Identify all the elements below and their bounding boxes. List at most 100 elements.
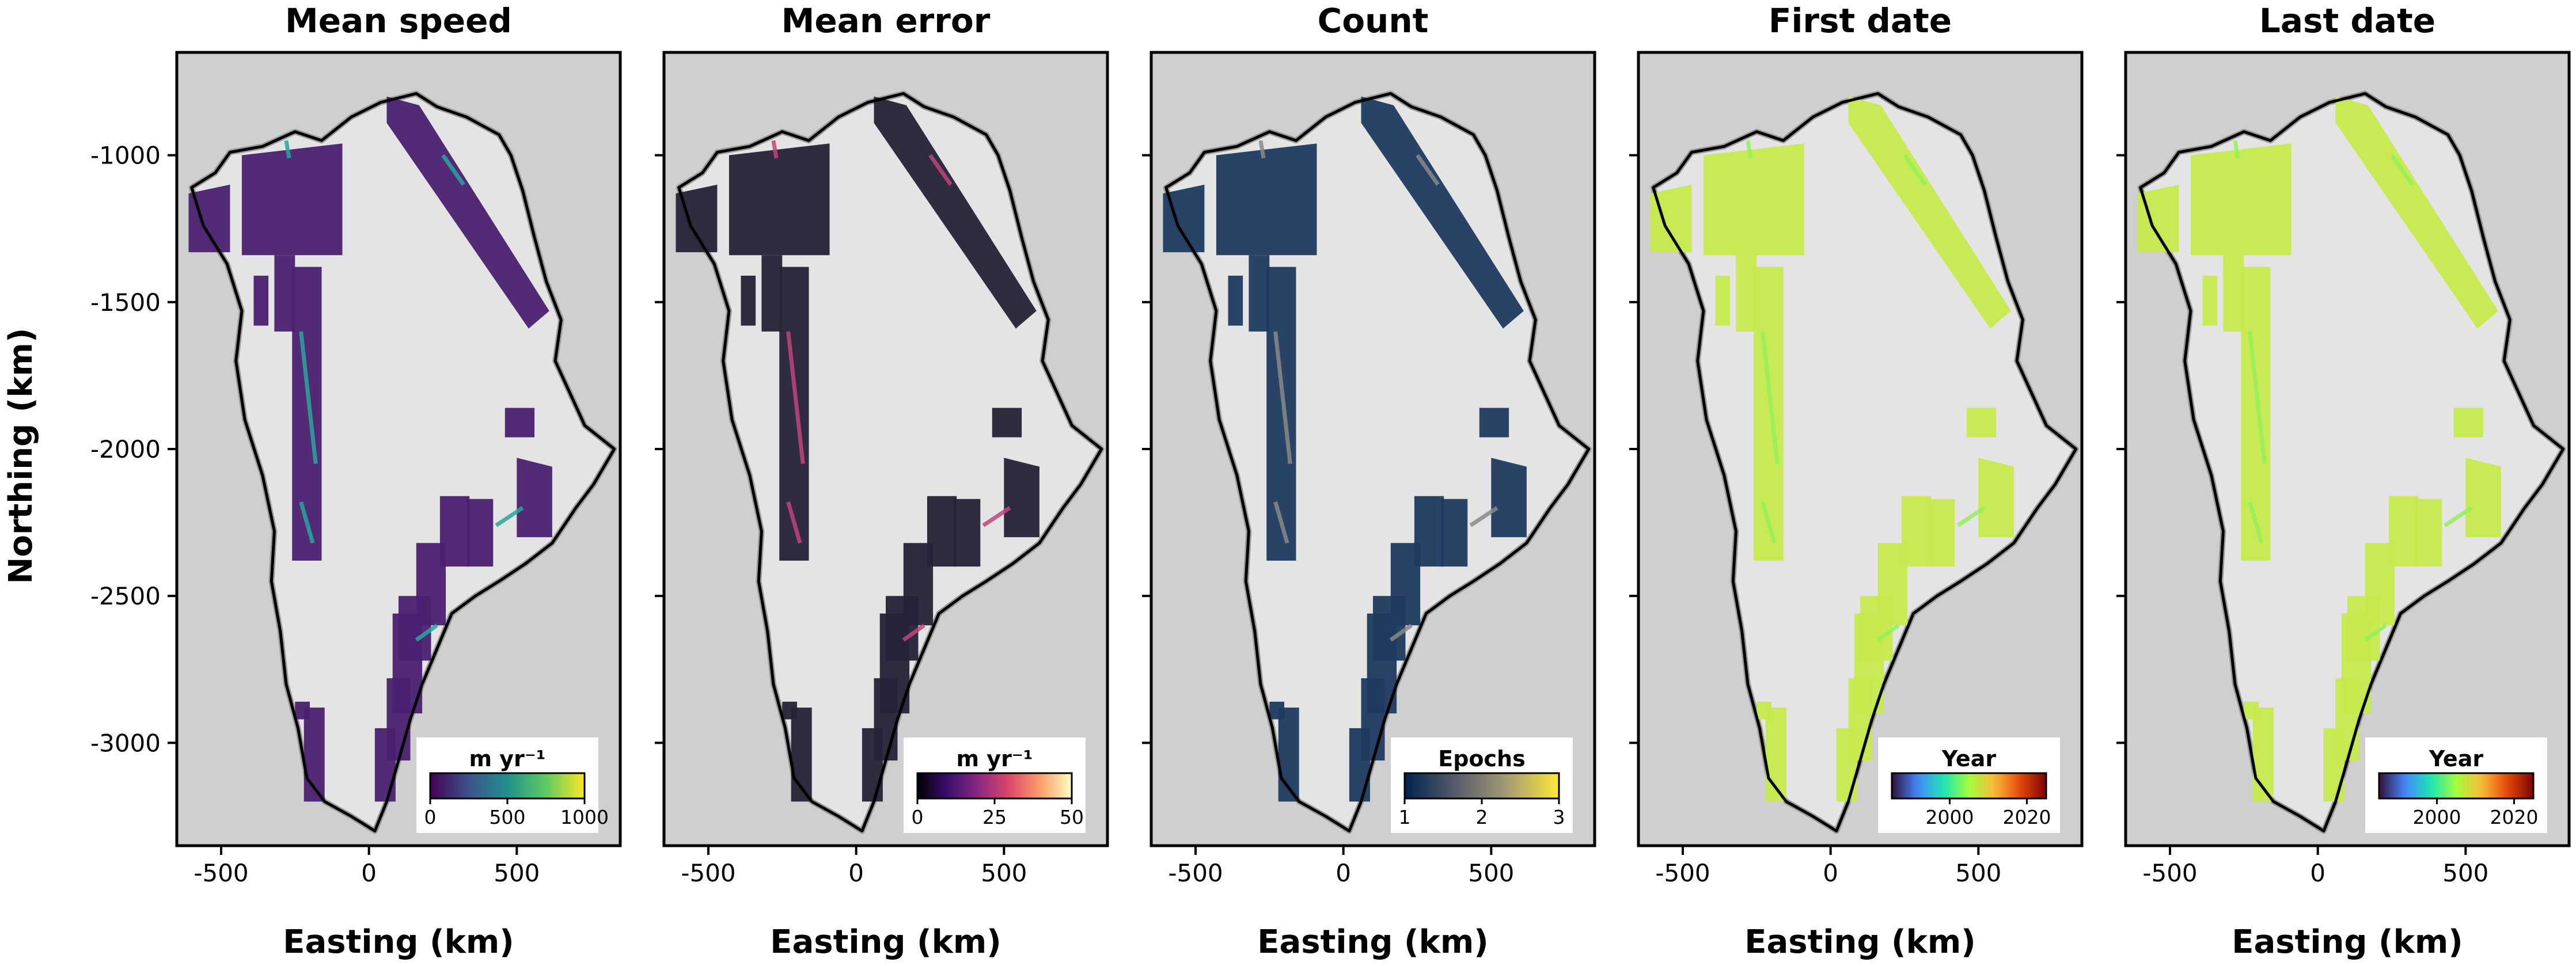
- x-axis-label: Easting (km): [2232, 923, 2463, 961]
- x-axis-label: Easting (km): [283, 923, 514, 961]
- data-streak: [2248, 501, 2264, 544]
- data-swath: [1414, 496, 1444, 567]
- data-swath: [1848, 96, 2011, 329]
- colorbar-bar: [2378, 772, 2535, 800]
- data-swath: [1765, 708, 1786, 802]
- data-streak: [786, 501, 802, 544]
- data-streak: [1761, 331, 1780, 464]
- colorbar-title: m yr⁻¹: [469, 746, 545, 771]
- colorbar: Year 2000 2020: [2365, 737, 2547, 833]
- panel-5: Last date -500 0 500 Easting (km) Year 2000 202…: [2116, 1, 2571, 961]
- colorbar-tick-label: 0: [912, 806, 924, 828]
- data-swath: [504, 408, 535, 438]
- data-swath: [903, 543, 934, 626]
- y-axis-label: Northing (km): [2, 328, 40, 584]
- y-tick-label: -3000: [90, 729, 161, 757]
- colorbar: Epochs 1 2 3: [1391, 737, 1573, 833]
- colorbar-tick-label: 2020: [2490, 806, 2539, 828]
- colorbar-title: Epochs: [1438, 746, 1525, 771]
- data-streak: [902, 623, 925, 642]
- x-tick-label: 0: [361, 859, 377, 887]
- colorbar-tick-label: 2000: [1926, 806, 1974, 828]
- data-swath: [1650, 184, 1692, 253]
- data-swath: [954, 499, 981, 567]
- data-streak: [928, 154, 953, 186]
- data-streak: [1389, 623, 1413, 642]
- map-area: [188, 90, 617, 834]
- data-streak: [786, 331, 805, 464]
- x-axis-label: Easting (km): [770, 923, 1001, 961]
- data-swath: [1163, 184, 1205, 253]
- colorbar-bar: [1403, 772, 1560, 800]
- data-swath: [1836, 728, 1857, 802]
- colorbar-title: Year: [2429, 746, 2483, 771]
- data-swath: [2335, 96, 2498, 329]
- data-swath: [1266, 267, 1296, 561]
- data-swath: [1249, 255, 1270, 332]
- data-swath: [1004, 458, 1039, 538]
- map-area: [676, 90, 1105, 834]
- data-swath: [2190, 143, 2292, 256]
- colorbar-tick-label: 2: [1476, 806, 1488, 828]
- data-streak: [1258, 140, 1266, 159]
- data-swath: [1736, 255, 1757, 332]
- data-streak: [2233, 140, 2240, 159]
- x-tick-label: 0: [848, 859, 864, 887]
- x-tick-label: 500: [494, 859, 540, 887]
- colorbar-tick-label: 2000: [2413, 806, 2461, 828]
- colorbar-title: Year: [1941, 746, 1996, 771]
- data-streak: [415, 623, 438, 642]
- data-swath: [2365, 543, 2395, 626]
- x-tick-label: 0: [1336, 859, 1351, 887]
- data-streak: [1956, 506, 1986, 527]
- data-streak: [284, 140, 291, 159]
- colorbar-tick-label: 25: [982, 806, 1007, 828]
- data-streak: [1903, 154, 1927, 186]
- data-streak: [299, 331, 318, 464]
- data-streak: [2390, 154, 2414, 186]
- data-swath: [1715, 275, 1731, 326]
- data-swath: [253, 275, 269, 326]
- data-swath: [1479, 408, 1509, 438]
- data-streak: [2363, 623, 2387, 642]
- data-swath: [2241, 267, 2271, 561]
- data-swath: [992, 408, 1022, 438]
- map-area: [2137, 90, 2566, 834]
- panel-title: Last date: [2259, 1, 2435, 40]
- data-swath: [295, 701, 310, 720]
- data-streak: [1469, 506, 1498, 527]
- data-streak: [1273, 501, 1289, 544]
- coastline: [190, 92, 616, 832]
- x-tick-label: 0: [2310, 859, 2325, 887]
- colorbar-tick-label: 1000: [560, 806, 609, 828]
- data-streak: [1876, 623, 1900, 642]
- data-swath: [2415, 499, 2442, 567]
- data-swath: [1216, 143, 1317, 256]
- data-swath: [466, 499, 494, 567]
- x-axis-label: Easting (km): [1257, 923, 1489, 961]
- data-swath: [1928, 499, 1955, 567]
- data-swath: [1349, 728, 1370, 802]
- data-swath: [416, 543, 446, 626]
- data-streak: [1746, 140, 1753, 159]
- data-swath: [188, 184, 230, 253]
- x-tick-label: -500: [2142, 859, 2197, 887]
- data-swath: [791, 708, 812, 802]
- colorbar-title: m yr⁻¹: [956, 746, 1033, 771]
- x-tick-label: 0: [1823, 859, 1838, 887]
- panel-1: Mean speed -500 0 500 Easting (km) -1000 -1500…: [90, 1, 622, 961]
- data-swath: [2244, 701, 2259, 720]
- panel-title: First date: [1769, 1, 1952, 40]
- data-swath: [386, 96, 549, 329]
- data-swath: [1978, 458, 2014, 538]
- data-swath: [1361, 96, 1524, 329]
- data-swath: [303, 708, 325, 802]
- coastline: [1164, 92, 1591, 832]
- data-swath: [1441, 499, 1468, 567]
- x-axis-label: Easting (km): [1744, 923, 1976, 961]
- data-swath: [1278, 708, 1299, 802]
- data-streak: [2248, 331, 2267, 464]
- y-tick-label: -2000: [90, 435, 161, 463]
- colorbar-bar: [1891, 772, 2047, 800]
